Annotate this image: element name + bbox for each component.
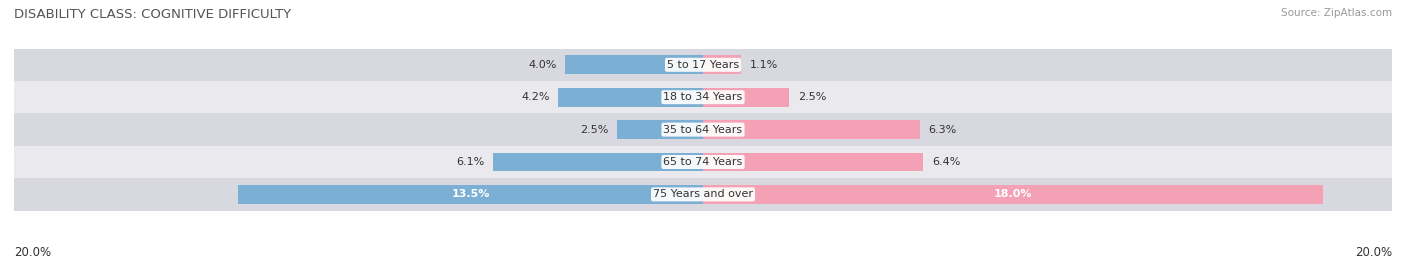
Text: DISABILITY CLASS: COGNITIVE DIFFICULTY: DISABILITY CLASS: COGNITIVE DIFFICULTY bbox=[14, 8, 291, 21]
Text: 13.5%: 13.5% bbox=[451, 189, 489, 200]
Bar bbox=[14, 49, 1392, 81]
Text: 65 to 74 Years: 65 to 74 Years bbox=[664, 157, 742, 167]
Bar bbox=[703, 185, 1323, 204]
Text: 20.0%: 20.0% bbox=[14, 246, 51, 259]
Text: 4.2%: 4.2% bbox=[522, 92, 550, 102]
Bar bbox=[14, 178, 1392, 211]
Bar bbox=[703, 88, 789, 107]
Bar bbox=[14, 113, 1392, 146]
Bar bbox=[617, 120, 703, 139]
Text: 5 to 17 Years: 5 to 17 Years bbox=[666, 60, 740, 70]
Bar bbox=[703, 153, 924, 171]
Text: 20.0%: 20.0% bbox=[1355, 246, 1392, 259]
Text: 75 Years and over: 75 Years and over bbox=[652, 189, 754, 200]
Bar bbox=[703, 55, 741, 74]
Text: 2.5%: 2.5% bbox=[579, 124, 609, 135]
Bar bbox=[703, 120, 920, 139]
Bar bbox=[14, 146, 1392, 178]
Text: 4.0%: 4.0% bbox=[529, 60, 557, 70]
Text: 1.1%: 1.1% bbox=[749, 60, 778, 70]
Bar bbox=[14, 81, 1392, 113]
Bar bbox=[558, 88, 703, 107]
Bar bbox=[238, 185, 703, 204]
Text: 35 to 64 Years: 35 to 64 Years bbox=[664, 124, 742, 135]
Text: 18.0%: 18.0% bbox=[994, 189, 1032, 200]
Bar bbox=[494, 153, 703, 171]
Text: 6.3%: 6.3% bbox=[928, 124, 957, 135]
Bar bbox=[565, 55, 703, 74]
Text: Source: ZipAtlas.com: Source: ZipAtlas.com bbox=[1281, 8, 1392, 18]
Text: 2.5%: 2.5% bbox=[797, 92, 827, 102]
Text: 18 to 34 Years: 18 to 34 Years bbox=[664, 92, 742, 102]
Text: 6.4%: 6.4% bbox=[932, 157, 960, 167]
Text: 6.1%: 6.1% bbox=[456, 157, 484, 167]
